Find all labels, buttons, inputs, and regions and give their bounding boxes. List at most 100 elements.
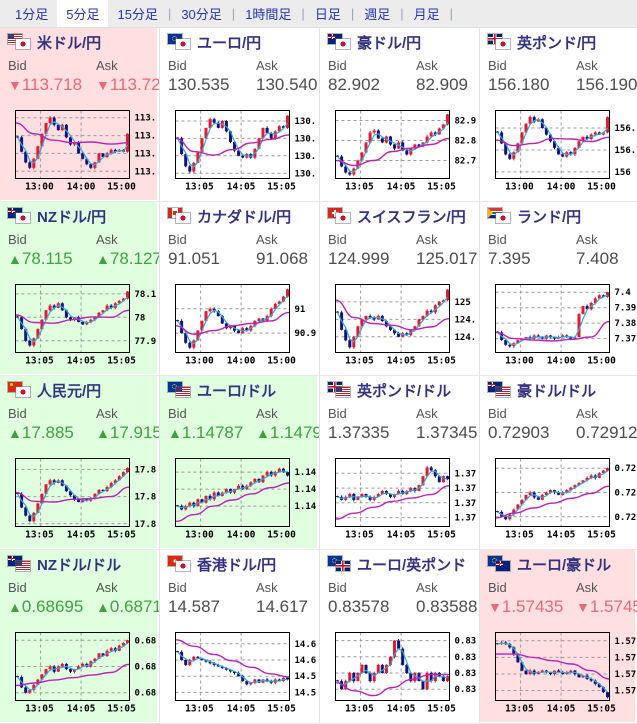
svg-text:14:05: 14:05 [387,530,416,541]
tab-separator: | [301,6,305,21]
svg-text:7.37: 7.37 [615,335,637,345]
mini-candlestick-chart: 17.88 17.86 17.84 13:05 14:05 15:05 [8,457,159,549]
currency-flags-icon [488,208,512,224]
svg-text:15:05: 15:05 [427,704,456,715]
bid-value: ▲78.115 [8,249,73,268]
svg-text:14.59: 14.59 [295,672,317,682]
ask-direction-arrow: ▼ [576,599,590,615]
currency-flags-icon [488,382,512,398]
svg-text:0.686: 0.686 [135,663,157,673]
tab-2[interactable]: 15分足 [117,7,158,22]
bid-label: Bid [8,58,27,73]
ask-value: 1.37345 [416,423,478,442]
pair-panel-13[interactable]: 香港ドル/円 Bid Ask 14.587 14.617 14.61 14.6 14.5… [160,550,320,724]
svg-text:90.9: 90.9 [295,329,317,339]
pair-panel-0[interactable]: 米ドル/円 Bid Ask ▼113.718 ▼113.720 113.8 113.7… [0,28,160,202]
svg-text:7.39: 7.39 [615,304,637,314]
pairs-grid: 米ドル/円 Bid Ask ▼113.718 ▼113.720 113.8 113.7… [0,28,637,724]
currency-flags-icon [328,556,352,572]
tab-4[interactable]: 1時間足 [245,7,292,22]
ask-direction-arrow: ▲ [96,599,110,615]
tab-1[interactable]: 5分足 [57,0,109,27]
bid-value: 82.902 [328,75,380,94]
bid-label: Bid [328,232,347,247]
pair-panel-4[interactable]: NZドル/円 Bid Ask ▲78.115 ▲78.127 78.1 78 77.9 1… [0,202,160,376]
svg-text:13:05: 13:05 [25,530,54,541]
ask-value: 14.617 [256,597,308,616]
svg-text:124.9: 124.9 [455,333,477,343]
tab-6[interactable]: 週足 [364,7,391,22]
svg-text:14:05: 14:05 [387,356,416,367]
svg-text:13:05: 13:05 [505,704,534,715]
svg-text:17.84: 17.84 [135,520,157,530]
tab-3[interactable]: 30分足 [181,7,222,22]
svg-text:14:05: 14:05 [67,530,96,541]
pair-name: ユーロ/ドル [197,382,277,400]
svg-text:14:00: 14:00 [67,182,96,193]
quote-currency-flag-icon [176,213,190,223]
tab-5[interactable]: 日足 [314,7,341,22]
ask-value: ▼113.720 [96,75,160,94]
svg-text:0.685: 0.685 [135,689,157,699]
svg-text:130.55: 130.55 [295,117,317,127]
svg-text:1.578: 1.578 [615,637,637,647]
bid-label: Bid [8,232,27,247]
quote-currency-flag-icon [336,561,350,571]
bid-label: Bid [8,406,27,421]
svg-text:13:00: 13:00 [25,182,54,193]
bid-value: ▼113.718 [8,75,83,94]
svg-text:15:05: 15:05 [107,356,136,367]
ask-value: 130.540 [256,75,318,94]
base-currency-flag-icon [328,556,342,566]
quote-currency-flag-icon [16,39,30,49]
svg-text:0.687: 0.687 [135,636,157,646]
bid-label: Bid [488,406,507,421]
currency-flags-icon [168,556,192,572]
quote-currency-flag-icon [336,213,350,223]
currency-flags-icon [328,208,352,224]
svg-text:91: 91 [295,305,306,315]
base-currency-flag-icon [488,208,502,218]
ask-label: Ask [576,58,598,73]
tab-7[interactable]: 月足 [413,7,440,22]
base-currency-flag-icon [328,34,342,44]
currency-flags-icon [488,556,512,572]
svg-text:17.88: 17.88 [135,465,157,475]
svg-text:15:00: 15:00 [587,356,616,367]
tab-0[interactable]: 1分足 [15,7,49,22]
ask-label: Ask [256,406,278,421]
pair-panel-6[interactable]: スイスフラン/円 Bid Ask 124.999 125.017 125 124.95… [320,202,480,376]
mini-candlestick-chart: 1.578 1.577 1.576 1.575 13:05 14:05 15:05 [488,631,637,723]
bid-label: Bid [488,58,507,73]
svg-text:13:00: 13:00 [185,356,214,367]
svg-text:113.65: 113.65 [135,167,157,177]
svg-text:1.372: 1.372 [455,514,477,524]
tab-separator: | [400,6,404,21]
bid-value: 91.051 [168,249,220,268]
bid-value: 156.180 [488,75,550,94]
ask-value: 0.83588 [416,597,478,616]
bid-label: Bid [8,580,27,595]
ask-label: Ask [576,232,598,247]
svg-text:14:05: 14:05 [67,356,96,367]
bid-value: 0.72903 [488,423,550,442]
pair-panel-7[interactable]: ランド/円 Bid Ask 7.395 7.408 7.4 7.39 7.38 7.37 1… [480,202,637,376]
svg-text:14:05: 14:05 [547,704,576,715]
svg-text:0.8359: 0.8359 [455,653,477,663]
pair-panel-5[interactable]: カナダドル/円 Bid Ask 91.051 91.068 91 90.9 13:00 1… [160,202,320,376]
svg-text:13:05: 13:05 [25,356,54,367]
tab-separator: | [231,6,236,21]
base-currency-flag-icon [168,382,182,392]
pair-panel-2[interactable]: 豪ドル/円 Bid Ask 82.902 82.909 82.9 82.8 82.7 13… [320,28,480,202]
bid-label: Bid [328,406,347,421]
currency-flags-icon [168,34,192,50]
